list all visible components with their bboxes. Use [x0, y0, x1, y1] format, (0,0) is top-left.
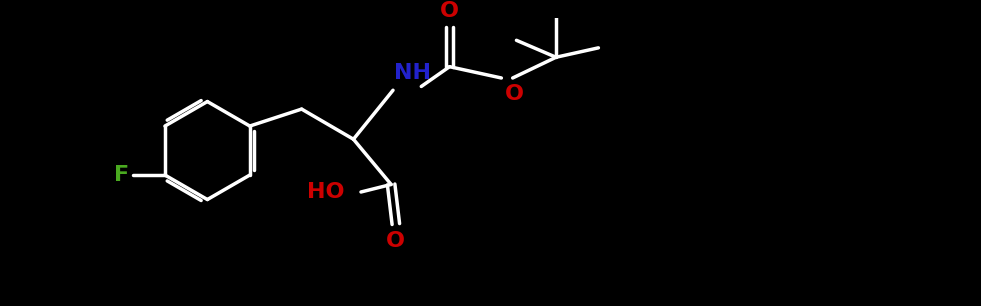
- Text: NH: NH: [394, 63, 431, 83]
- Text: HO: HO: [306, 182, 344, 202]
- Text: F: F: [114, 165, 129, 185]
- Text: O: O: [387, 231, 405, 251]
- Text: O: O: [440, 1, 459, 21]
- Text: O: O: [505, 84, 524, 104]
